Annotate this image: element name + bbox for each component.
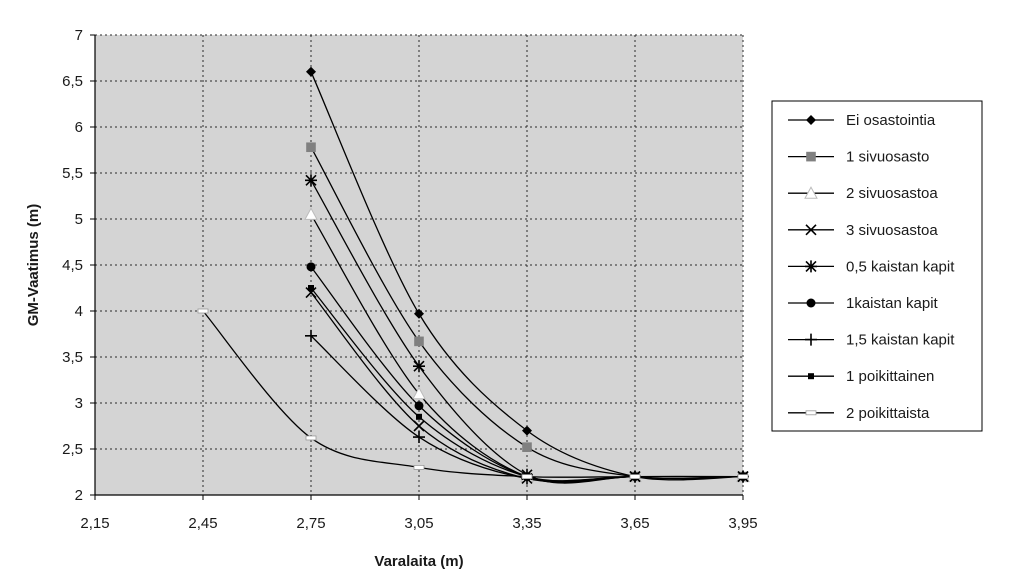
legend-label: 1 sivuosasto (846, 149, 929, 166)
y-tick-label: 7 (75, 27, 83, 44)
legend-label: 1kaistan kapit (846, 295, 939, 312)
data-point (413, 431, 425, 444)
data-point (304, 207, 318, 220)
data-point (414, 401, 424, 411)
legend-label: 2 poikittaista (846, 405, 930, 422)
data-point (521, 474, 533, 480)
data-point (806, 115, 816, 125)
data-point (412, 386, 426, 400)
y-tick-label: 6 (75, 119, 83, 136)
axes (90, 34, 744, 500)
data-point (806, 298, 816, 308)
x-axis-title: Varalaita (m) (374, 553, 463, 570)
legend-label: 0,5 kaistan kapit (846, 258, 955, 275)
data-point (805, 260, 817, 273)
data-point (414, 336, 424, 347)
y-axis-title: GM-Vaatimus (m) (25, 204, 42, 327)
series-line (202, 310, 743, 478)
data-point (416, 413, 422, 420)
data-point (805, 333, 817, 346)
data-point (413, 360, 425, 373)
data-point (413, 420, 425, 432)
y-tick-label: 2,5 (62, 441, 83, 458)
data-point (629, 474, 641, 480)
legend-label: 1,5 kaistan kapit (846, 332, 955, 349)
series-line (310, 71, 744, 481)
y-tick-label: 2 (75, 487, 83, 504)
data-point (305, 287, 317, 299)
x-tick-label: 3,65 (620, 515, 649, 532)
x-tick-labels: 2,15 2,45 2,75 3,05 3,35 3,65 3,95 (80, 515, 757, 532)
legend-label: 3 sivuosastoa (846, 222, 938, 239)
data-point (737, 474, 749, 480)
data-point (308, 285, 314, 291)
y-tick-label: 3,5 (62, 349, 83, 366)
data-point (808, 373, 814, 380)
series-line (310, 146, 744, 480)
data-point (197, 308, 209, 314)
y-tick-label: 3 (75, 395, 83, 412)
legend-label: 1 poikittainen (846, 368, 934, 385)
data-point (306, 66, 316, 77)
y-tick-label: 5,5 (62, 165, 83, 182)
data-point (413, 464, 425, 470)
data-point (306, 262, 316, 272)
data-point (305, 329, 317, 342)
data-point (804, 186, 818, 199)
legend-label: 2 sivuosastoa (846, 185, 938, 202)
data-point (305, 174, 317, 187)
y-tick-label: 4,5 (62, 257, 83, 274)
data-point (805, 410, 817, 416)
y-tick-label: 6,5 (62, 73, 83, 90)
x-tick-label: 2,45 (188, 515, 217, 532)
data-point (806, 151, 816, 162)
series-markers (197, 66, 750, 485)
legend-label: Ei osastointia (846, 112, 936, 129)
y-tick-label: 4 (75, 303, 83, 320)
data-point (306, 142, 316, 153)
data-point (522, 425, 532, 436)
x-tick-label: 3,35 (512, 515, 541, 532)
x-tick-label: 2,75 (296, 515, 325, 532)
x-tick-label: 3,95 (728, 515, 757, 532)
x-tick-label: 3,05 (404, 515, 433, 532)
gridlines (95, 34, 744, 495)
data-point (522, 442, 532, 452)
data-point (305, 435, 317, 441)
x-tick-label: 2,15 (80, 515, 109, 532)
data-point (805, 224, 817, 236)
series-lines (202, 71, 744, 484)
data-point (414, 308, 424, 319)
y-tick-label: 5 (75, 211, 83, 228)
y-tick-labels: 2 2,5 3 3,5 4 4,5 5 5,5 6 6,5 7 (62, 27, 83, 504)
legend-items: Ei osastointia 1 sivuosasto 2 sivuosastoa 3… (788, 112, 955, 422)
